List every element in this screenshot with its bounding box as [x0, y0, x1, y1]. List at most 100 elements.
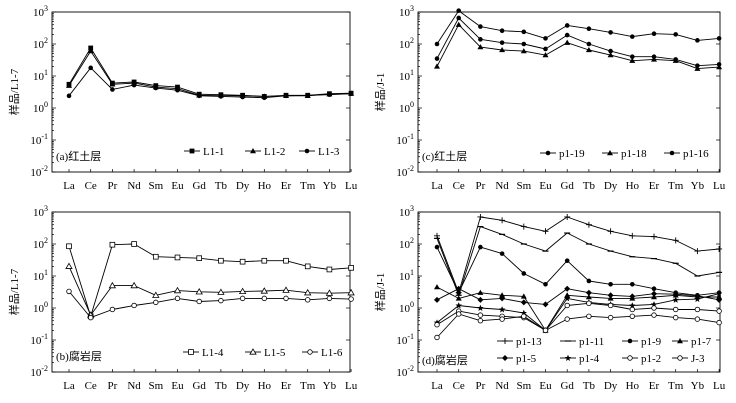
y-tick-label: 102	[33, 36, 48, 51]
data-point-p1-19-Er	[651, 31, 657, 36]
legend-marker	[669, 150, 675, 156]
data-point-L1-5-Nd	[130, 281, 138, 289]
series-line-L1-5	[68, 266, 352, 316]
legend-label: p1-2	[641, 353, 661, 365]
data-point-p1-13-Ho	[629, 232, 636, 239]
data-point-p1-16-Er	[651, 54, 657, 60]
x-tick-label-Tm: Tm	[668, 380, 684, 392]
legend-marker	[545, 150, 551, 156]
data-point-p1-18-Nd	[499, 46, 506, 53]
data-point-p1-2-Tm	[673, 306, 679, 313]
data-point-L1-3-Tm	[305, 92, 311, 98]
x-tick-label-Eu: Eu	[539, 180, 552, 192]
data-point-p1-18-Gd	[564, 39, 571, 45]
data-point-L1-2-Pr	[109, 81, 116, 87]
legend-marker	[677, 338, 683, 344]
series-p1-16	[434, 15, 722, 68]
data-point-p1-16-Ho	[630, 54, 635, 60]
data-point-J-3-Lu	[716, 319, 722, 326]
y-axis-label: 样品/J-1	[373, 73, 387, 112]
data-point-p1-18-Ho	[629, 57, 636, 63]
data-point-p1-13-Er	[651, 233, 657, 240]
series-line-p1-18	[436, 24, 720, 70]
legend-item-L1-6: L1-6	[302, 347, 343, 359]
x-tick-label-La: La	[431, 380, 443, 392]
legend-item-L1-2: L1-2	[245, 146, 285, 158]
data-point-L1-3-Nd	[131, 82, 137, 88]
data-point-p1-18-Yb	[694, 65, 701, 71]
data-point-p1-9-Ho	[630, 282, 635, 287]
data-point-p1-18-Dy	[607, 52, 614, 58]
series-p1-19	[434, 8, 722, 47]
series-L1-5	[65, 262, 355, 318]
data-point-L1-6-Lu	[348, 296, 354, 302]
data-point-L1-1-Ce	[88, 45, 94, 51]
panel-label: (d)腐岩层	[422, 353, 468, 367]
series-L1-2	[66, 48, 355, 99]
data-point-L1-3-Ho	[262, 95, 267, 100]
legend-item-p1-4: p1-4	[560, 353, 600, 365]
legend-label: p1-7	[691, 336, 712, 348]
data-point-L1-3-Ce	[88, 65, 93, 71]
data-point-L1-5-Ho	[260, 287, 268, 294]
data-point-p1-7-Sm	[520, 293, 527, 299]
data-point-L1-6-Tm	[305, 297, 311, 303]
data-point-L1-3-Tb	[218, 94, 224, 99]
data-point-p1-18-Tb	[585, 46, 592, 53]
data-point-p1-5-Dy	[607, 292, 614, 299]
x-tick-label-Gd: Gd	[560, 180, 574, 192]
data-point-L1-5-Tb	[217, 288, 225, 295]
data-point-J-3-Dy	[607, 314, 614, 321]
series-L1-4	[66, 241, 354, 320]
legend-label: p1-18	[621, 148, 647, 160]
legend-marker	[250, 148, 256, 154]
x-tick-label-Dy: Dy	[236, 180, 250, 192]
x-tick-label-Er: Er	[649, 380, 660, 392]
data-point-J-3-Nd	[499, 316, 505, 322]
series-p1-2	[434, 300, 722, 334]
x-tick-label-Nd: Nd	[127, 180, 141, 192]
data-point-L1-5-Pr	[108, 281, 117, 289]
data-point-p1-5-La	[434, 296, 440, 303]
data-point-p1-13-Yb	[694, 248, 701, 255]
legend-label: p1-5	[516, 353, 537, 365]
legend-marker	[627, 355, 633, 361]
legend-label: p1-19	[559, 148, 585, 160]
y-tick-label: 100	[33, 300, 48, 315]
data-point-p1-9-Eu	[543, 282, 548, 287]
y-tick-label: 101	[399, 268, 414, 283]
data-point-p1-5-Tb	[585, 289, 592, 296]
series-p1-18	[434, 21, 723, 71]
legend-marker	[307, 349, 313, 355]
series-p1-9	[434, 244, 722, 298]
x-tick-label-Pr: Pr	[476, 180, 486, 192]
data-point-L1-3-Dy	[240, 94, 245, 100]
x-tick-label-Pr: Pr	[476, 380, 486, 392]
legend-label: L1-6	[321, 347, 343, 359]
series-line-p1-13	[436, 216, 720, 294]
x-tick-label-Ce: Ce	[85, 380, 97, 392]
data-point-L1-6-Er	[283, 295, 289, 302]
data-point-p1-18-Sm	[520, 48, 527, 54]
data-point-J-3-Sm	[521, 313, 527, 320]
y-tick-label: 101	[33, 268, 48, 283]
x-tick-label-Lu: Lu	[345, 380, 358, 392]
data-point-p1-2-Dy	[607, 302, 614, 309]
data-point-L1-5-Eu	[173, 286, 182, 294]
data-point-L1-4-Pr	[109, 241, 116, 248]
data-point-p1-13-Eu	[542, 228, 549, 235]
data-point-L1-3-Gd	[196, 93, 202, 99]
data-point-p1-13-Tb	[585, 221, 592, 228]
data-point-p1-16-Tm	[673, 57, 678, 62]
series-line-p1-19	[436, 10, 720, 45]
data-point-L1-5-Dy	[238, 287, 247, 295]
x-tick-label-Sm: Sm	[148, 180, 163, 192]
data-point-L1-3-Eu	[175, 87, 180, 93]
legend-item-L1-5: L1-5	[245, 347, 286, 359]
x-tick-label-Dy: Dy	[604, 380, 618, 392]
y-tick-label: 100	[33, 100, 48, 115]
data-point-p1-2-Pr	[477, 312, 484, 318]
x-tick-label-Lu: Lu	[345, 180, 358, 192]
x-tick-label-Sm: Sm	[516, 380, 531, 392]
data-point-L1-4-Ho	[261, 257, 268, 264]
